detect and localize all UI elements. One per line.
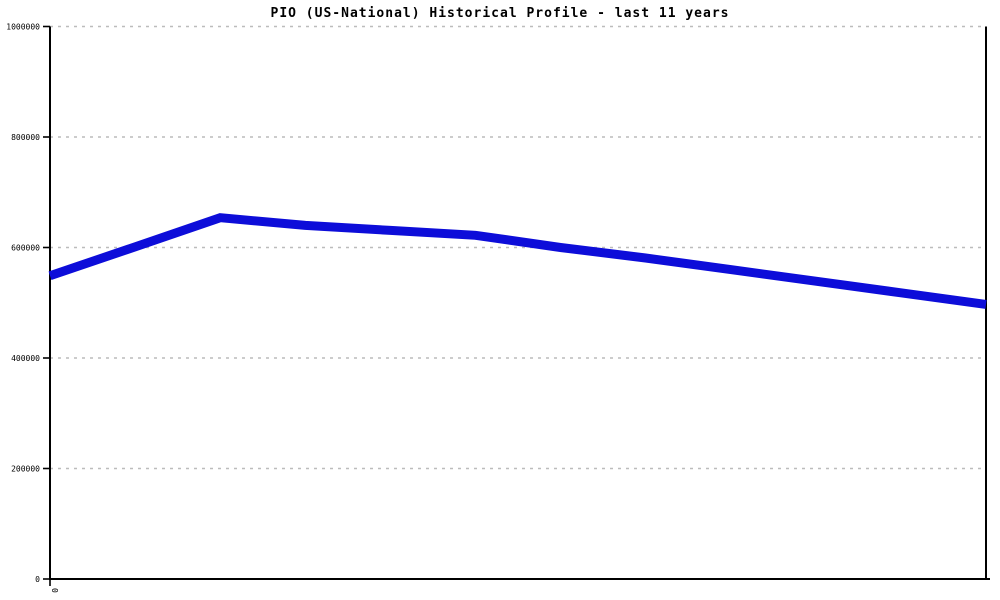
series-line [48,213,987,309]
y-tick-label-1000000: 1000000 [6,23,40,32]
y-tick-label-800000: 800000 [11,133,40,142]
y-tick-label-600000: 600000 [11,244,40,253]
chart-title: PIO (US-National) Historical Profile - l… [270,6,730,21]
y-tick-label-400000: 400000 [11,354,40,363]
y-tick-label-0: 0 [35,575,40,584]
y-tick-label-200000: 200000 [11,465,40,474]
x-tick-label-0: 0 [50,588,59,593]
